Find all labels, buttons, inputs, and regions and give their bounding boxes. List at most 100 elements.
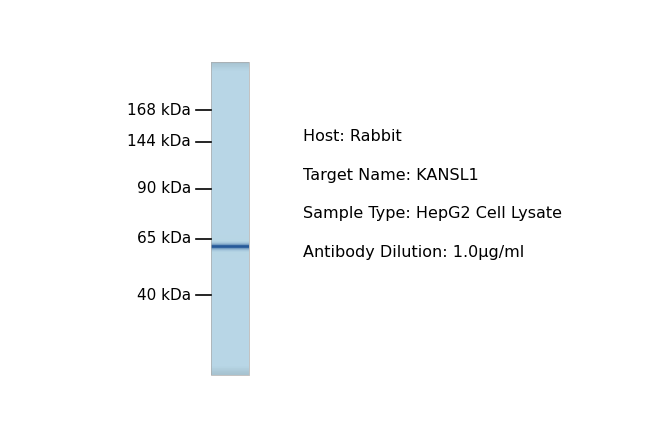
Bar [211, 227, 249, 228]
Bar [211, 154, 249, 155]
Bar [211, 131, 249, 132]
Bar [211, 89, 249, 90]
Bar [211, 313, 249, 314]
Bar [211, 185, 249, 187]
Bar [211, 135, 249, 136]
Bar [211, 325, 249, 326]
Bar [211, 102, 249, 103]
Bar [211, 196, 249, 197]
Bar [211, 207, 249, 208]
Bar [211, 349, 249, 350]
Bar [211, 118, 249, 119]
Bar [211, 316, 249, 317]
Bar [211, 369, 249, 370]
Bar [211, 210, 249, 212]
Bar [211, 76, 249, 77]
Bar [211, 159, 249, 160]
Bar [211, 157, 249, 158]
Bar [211, 172, 249, 173]
Bar [211, 271, 249, 272]
Bar [211, 72, 249, 73]
Bar [211, 65, 249, 66]
Bar [211, 125, 249, 126]
Bar [211, 345, 249, 346]
Bar [211, 250, 249, 252]
Bar [211, 166, 249, 167]
Bar [211, 372, 249, 373]
Bar [211, 223, 249, 224]
Bar [211, 343, 249, 344]
Bar [211, 136, 249, 137]
Bar [211, 291, 249, 292]
Bar [211, 202, 249, 203]
Bar [211, 95, 249, 97]
Bar [211, 301, 249, 302]
Bar [211, 171, 249, 172]
Bar [211, 371, 249, 372]
Bar [211, 266, 249, 267]
Bar [211, 250, 249, 251]
Bar [211, 220, 249, 221]
Bar [211, 69, 249, 70]
Bar [211, 286, 249, 287]
Bar [211, 359, 249, 360]
Bar [211, 326, 249, 327]
Text: 40 kDa: 40 kDa [136, 288, 191, 303]
Bar [211, 195, 249, 196]
Bar [211, 73, 249, 74]
Bar [211, 140, 249, 141]
Bar [211, 65, 249, 67]
Bar [211, 62, 249, 375]
Bar [211, 246, 249, 247]
Bar [211, 103, 249, 104]
Bar [211, 146, 249, 147]
Bar [211, 338, 249, 339]
Bar [211, 120, 249, 122]
Bar [211, 263, 249, 264]
Bar [211, 143, 249, 144]
Bar [211, 81, 249, 82]
Bar [211, 123, 249, 125]
Bar [211, 235, 249, 236]
Bar [211, 123, 249, 124]
Bar [211, 149, 249, 151]
Bar [211, 99, 249, 100]
Bar [211, 66, 249, 68]
Bar [211, 164, 249, 165]
Bar [211, 176, 249, 177]
Bar [211, 312, 249, 313]
Bar [211, 192, 249, 193]
Bar [211, 336, 249, 337]
Bar [211, 213, 249, 215]
Bar [211, 297, 249, 299]
Bar [211, 329, 249, 330]
Bar [211, 78, 249, 79]
Bar [211, 124, 249, 126]
Bar [211, 272, 249, 274]
Bar [211, 100, 249, 101]
Bar [211, 117, 249, 118]
Bar [211, 225, 249, 226]
Bar [211, 318, 249, 319]
Bar [211, 162, 249, 163]
Bar [211, 226, 249, 227]
Bar [211, 222, 249, 223]
Bar [211, 303, 249, 304]
Bar [211, 90, 249, 91]
Bar [211, 229, 249, 230]
Bar [211, 98, 249, 99]
Bar [211, 194, 249, 195]
Bar [211, 224, 249, 225]
Text: Host: Rabbit: Host: Rabbit [303, 129, 402, 145]
Bar [211, 292, 249, 293]
Bar [211, 130, 249, 131]
Bar [211, 213, 249, 214]
Bar [211, 148, 249, 149]
Bar [211, 362, 249, 363]
Bar [211, 308, 249, 310]
Bar [211, 302, 249, 303]
Bar [211, 70, 249, 71]
Bar [211, 217, 249, 219]
Bar [211, 153, 249, 155]
Bar [211, 178, 249, 179]
